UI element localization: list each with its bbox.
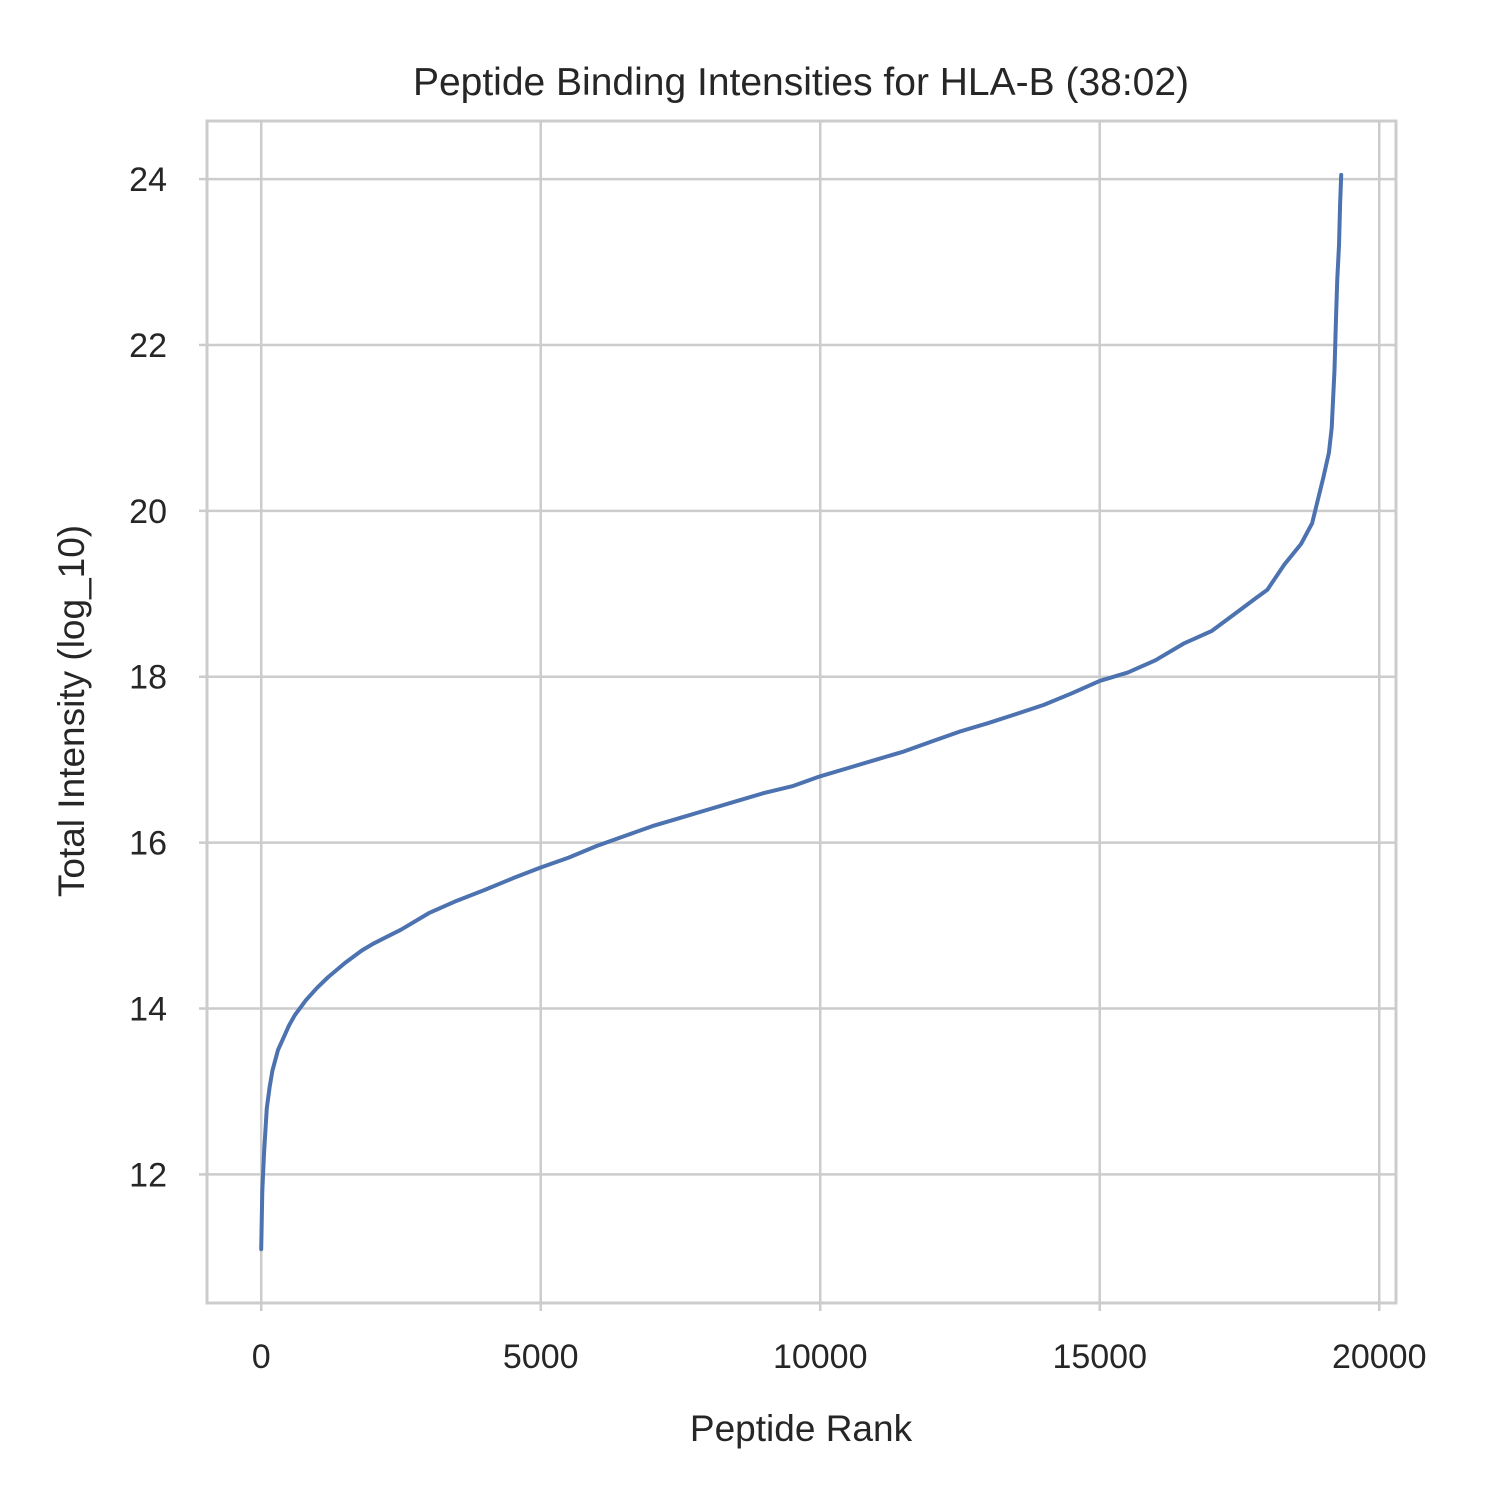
x-tick-label: 0	[252, 1338, 271, 1376]
x-tick-label: 20000	[1332, 1338, 1427, 1376]
x-tick-label: 5000	[503, 1338, 579, 1376]
y-tick-label: 12	[129, 1156, 167, 1194]
chart-title: Peptide Binding Intensities for HLA-B (3…	[413, 61, 1189, 104]
y-tick-label: 18	[129, 659, 167, 697]
y-tick-label: 20	[129, 493, 167, 531]
axes: 0 5000 10000 15000 20000 12 14 16 18 20 22 24	[129, 119, 1427, 1376]
series-layer	[259, 172, 1344, 1252]
y-tick-label: 22	[129, 327, 167, 365]
y-tick-label: 14	[129, 991, 167, 1029]
x-tick-label: 15000	[1052, 1338, 1147, 1376]
x-tick-label: 10000	[773, 1338, 868, 1376]
grid	[207, 121, 1396, 1303]
plot-frame	[205, 119, 1398, 1305]
series-line	[259, 172, 1344, 1252]
x-axis-label: Peptide Rank	[690, 1408, 913, 1449]
y-tick-label: 16	[129, 825, 167, 863]
y-axis-label: Total Intensity (log_10)	[51, 525, 92, 897]
y-tick-label: 24	[129, 161, 167, 199]
